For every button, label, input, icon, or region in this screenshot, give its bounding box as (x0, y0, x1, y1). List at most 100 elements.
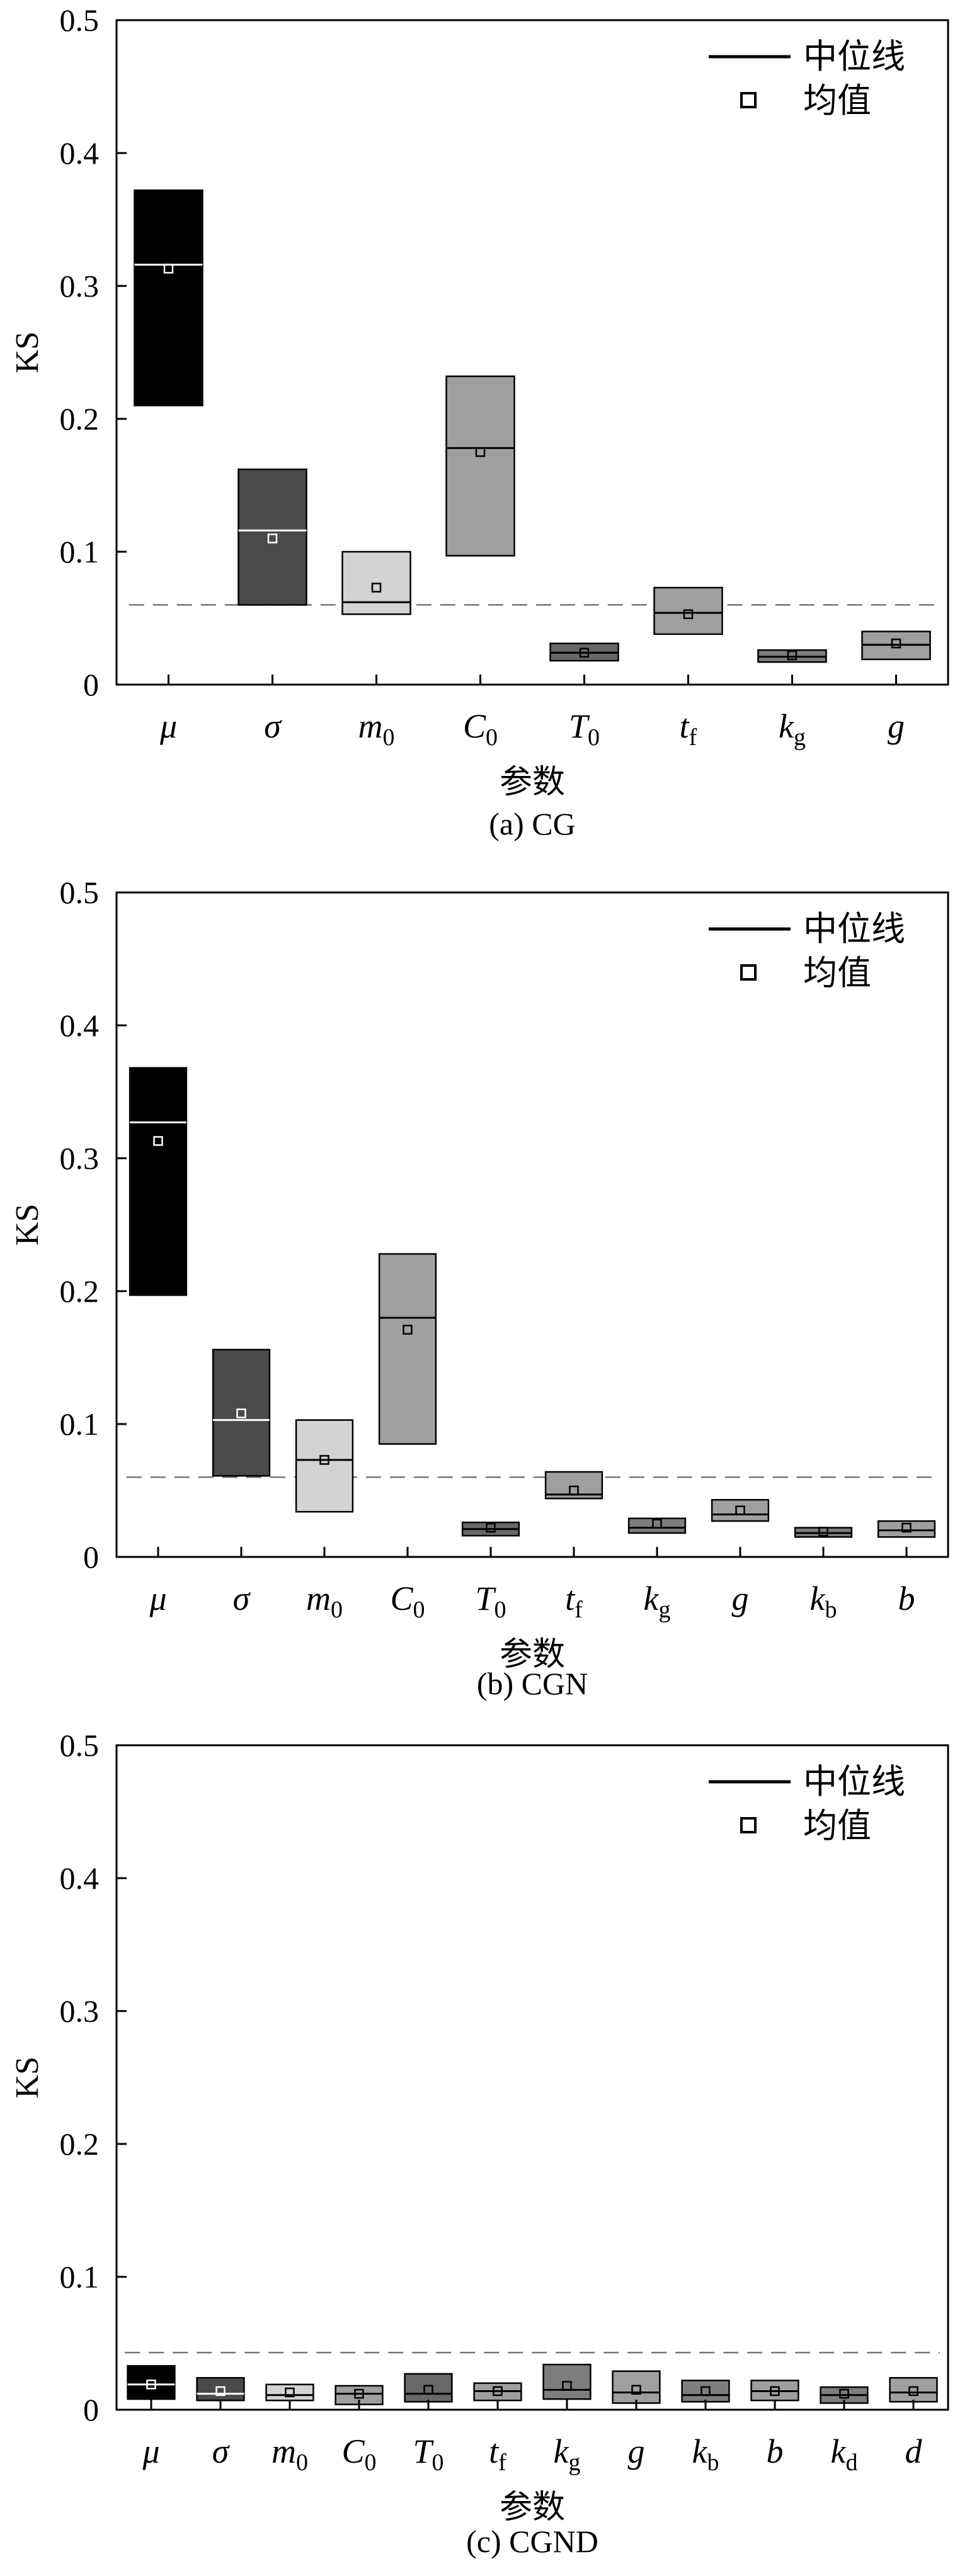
x-tick-label-base: k (692, 2432, 708, 2470)
x-tick-label-base: T (475, 1580, 496, 1617)
panel-caption: (a) CG (489, 806, 575, 841)
x-tick-label-base: g (628, 2432, 645, 2470)
box-2 (295, 1419, 354, 1513)
mean-marker-4 (423, 2385, 433, 2395)
mean-marker-0 (163, 263, 174, 274)
x-tick-label-9: b (898, 1580, 915, 1617)
x-tick-label-7: g (628, 2432, 645, 2470)
x-axis-label: 参数 (500, 2488, 565, 2526)
mean-marker-10 (839, 2388, 849, 2399)
x-tick-label-sub: f (689, 724, 697, 751)
y-tick-label: 0.3 (60, 1141, 100, 1176)
mean-marker-3 (403, 1325, 413, 1335)
x-tick-label-sub: 0 (413, 1597, 425, 1623)
mean-marker-4 (486, 1522, 496, 1533)
x-axis-label: 参数 (500, 1636, 565, 1673)
y-tick-label: 0.4 (60, 135, 100, 171)
x-tick-label-5: tf (565, 1580, 583, 1623)
box-11 (889, 2377, 938, 2403)
x-tick-label-2: m0 (306, 1580, 343, 1623)
y-tick-label: 0.2 (60, 2126, 100, 2162)
y-tick-label: 0.1 (60, 534, 100, 569)
x-tick-label-base: C (341, 2432, 365, 2470)
y-tick-label: 0.4 (60, 1861, 100, 1896)
y-axis-label: KS (9, 2056, 45, 2098)
x-tick-label-2: m0 (358, 707, 395, 751)
panel-caption: (c) CGND (466, 2524, 598, 2559)
x-tick-label-base: k (779, 707, 794, 745)
x-tick-label-base: k (554, 2432, 569, 2470)
x-tick-label-1: σ (212, 2432, 231, 2470)
x-tick-label-3: C0 (390, 1580, 425, 1623)
x-tick-label-base: b (767, 2432, 784, 2470)
y-tick-label: 0 (83, 1539, 99, 1575)
x-tick-label-10: kd (831, 2432, 858, 2476)
x-tick-label-6: kg (554, 2432, 581, 2476)
mean-marker-6 (787, 650, 798, 661)
box-7 (612, 2370, 661, 2404)
x-tick-label-sub: 0 (588, 724, 600, 751)
legend-median-label: 中位线 (803, 37, 905, 76)
x-tick-label-sub: g (658, 1597, 670, 1623)
legend-mean-swatch (740, 964, 757, 981)
y-tick-label: 0.1 (60, 1406, 100, 1442)
x-tick-label-sub: f (575, 1597, 583, 1623)
x-tick-label-sub: 0 (296, 2449, 308, 2476)
x-tick-label-0: μ (149, 1580, 166, 1617)
x-tick-label-base: k (810, 1580, 826, 1617)
x-tick-label-sub: 0 (486, 724, 498, 751)
mean-marker-5 (493, 2386, 503, 2396)
mean-marker-3 (354, 2388, 364, 2399)
x-tick-label-base: μ (149, 1580, 166, 1617)
x-tick-label-sub: g (794, 724, 806, 751)
x-tick-label-base: C (463, 707, 486, 745)
legend-mean-label: 均值 (803, 953, 871, 993)
box-3 (445, 375, 515, 557)
x-tick-label-6: kg (779, 707, 806, 751)
mean-marker-7 (631, 2385, 641, 2395)
y-tick-label: 0.1 (60, 2259, 100, 2294)
mean-marker-1 (267, 533, 278, 544)
x-tick-label-3: C0 (463, 707, 498, 751)
legend-mean-swatch (740, 92, 757, 108)
y-tick-label: 0.5 (60, 1728, 100, 1763)
y-tick-label: 0.2 (60, 1274, 100, 1309)
x-tick-label-sub: f (498, 2449, 506, 2476)
y-axis-label: KS (9, 331, 45, 373)
mean-marker-5 (683, 609, 694, 619)
x-tick-label-sub: 0 (383, 724, 395, 751)
mean-marker-6 (562, 2381, 572, 2391)
box-1 (196, 2377, 245, 2402)
y-tick-label: 0.5 (60, 875, 100, 910)
x-tick-label-sub: 0 (365, 2449, 377, 2476)
x-tick-label-base: σ (233, 1580, 251, 1617)
x-tick-label-base: m (358, 707, 383, 745)
x-tick-label-base: μ (142, 2432, 159, 2470)
y-axis-label: KS (9, 1204, 45, 1245)
plot-frame (115, 19, 949, 686)
x-axis-label: 参数 (500, 763, 565, 801)
x-tick-label-0: μ (159, 707, 177, 745)
mean-marker-5 (569, 1485, 579, 1496)
x-tick-label-4: T0 (475, 1580, 506, 1623)
x-tick-label-0: μ (142, 2432, 159, 2470)
mean-marker-3 (475, 447, 486, 457)
x-tick-label-sub: b (707, 2449, 719, 2476)
mean-marker-2 (319, 1455, 329, 1465)
x-tick-label-base: t (565, 1580, 576, 1617)
box-0 (134, 189, 203, 407)
box-1 (237, 468, 307, 606)
x-tick-label-2: m0 (272, 2432, 308, 2476)
plot-frame (115, 891, 949, 1558)
x-tick-label-7: g (732, 1580, 749, 1617)
y-tick-label: 0 (83, 2392, 99, 2427)
x-tick-label-7: g (888, 707, 905, 745)
mean-marker-0 (146, 2379, 156, 2390)
mean-marker-8 (818, 1527, 828, 1537)
x-tick-label-base: σ (264, 707, 282, 745)
x-tick-label-sub: 0 (331, 1597, 343, 1623)
